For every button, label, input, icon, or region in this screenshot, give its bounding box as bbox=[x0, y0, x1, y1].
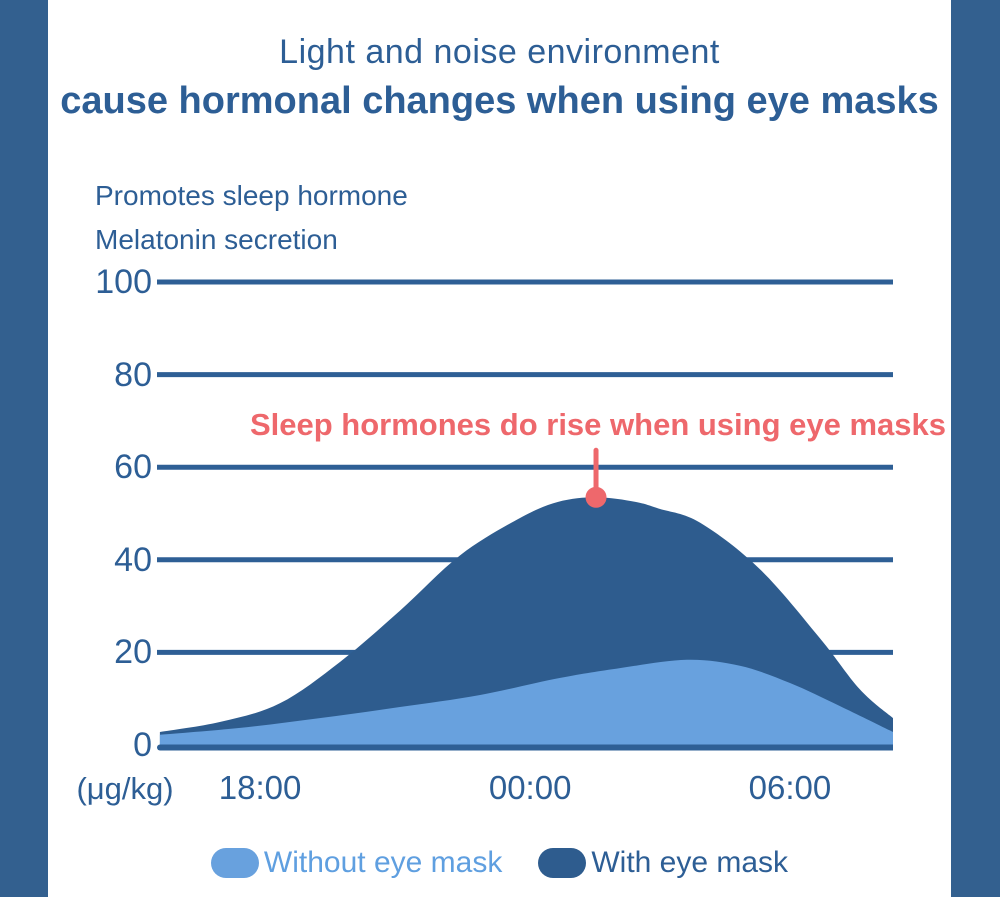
y-tick-label-60: 60 bbox=[114, 448, 152, 487]
legend-item-without-eye-mask: Without eye mask bbox=[210, 845, 503, 881]
annotation-marker-dot bbox=[585, 486, 607, 508]
legend-label-without-eye-mask: Without eye mask bbox=[263, 846, 503, 879]
y-tick-label-40: 40 bbox=[114, 540, 152, 579]
legend-swatch-without-eye-mask bbox=[210, 848, 259, 878]
y-tick-label-20: 20 bbox=[114, 633, 152, 672]
y-axis-title-line1: Promotes sleep hormone bbox=[95, 180, 408, 211]
left-border-bar bbox=[0, 0, 48, 897]
page-title-line1: Light and noise environment bbox=[279, 33, 720, 71]
right-border-bar bbox=[951, 0, 1000, 897]
area-without-eye-mask bbox=[159, 659, 893, 745]
y-tick-label-0: 0 bbox=[133, 726, 152, 764]
x-tick-label-0600: 06:00 bbox=[748, 769, 832, 806]
legend-label-with-eye-mask: With eye mask bbox=[591, 846, 789, 879]
x-tick-label-0000: 00:00 bbox=[488, 769, 572, 806]
chart-svg bbox=[157, 279, 893, 751]
y-tick-label-80: 80 bbox=[114, 355, 152, 394]
y-axis-title-line2: Melatonin secretion bbox=[95, 224, 338, 255]
y-axis-unit-label: (μg/kg) bbox=[76, 771, 174, 806]
legend-swatch-with-eye-mask bbox=[538, 848, 587, 878]
y-axis-title: Promotes sleep hormone Melatonin secreti… bbox=[95, 174, 408, 262]
page-title-line2: cause hormonal changes when using eye ma… bbox=[60, 80, 939, 122]
y-tick-label-100: 100 bbox=[95, 263, 152, 301]
annotation-text: Sleep hormones do rise when using eye ma… bbox=[249, 407, 947, 442]
x-tick-label-1800: 18:00 bbox=[218, 769, 302, 806]
legend-item-with-eye-mask: With eye mask bbox=[538, 845, 788, 881]
legend: Without eye mask With eye mask bbox=[48, 845, 951, 881]
